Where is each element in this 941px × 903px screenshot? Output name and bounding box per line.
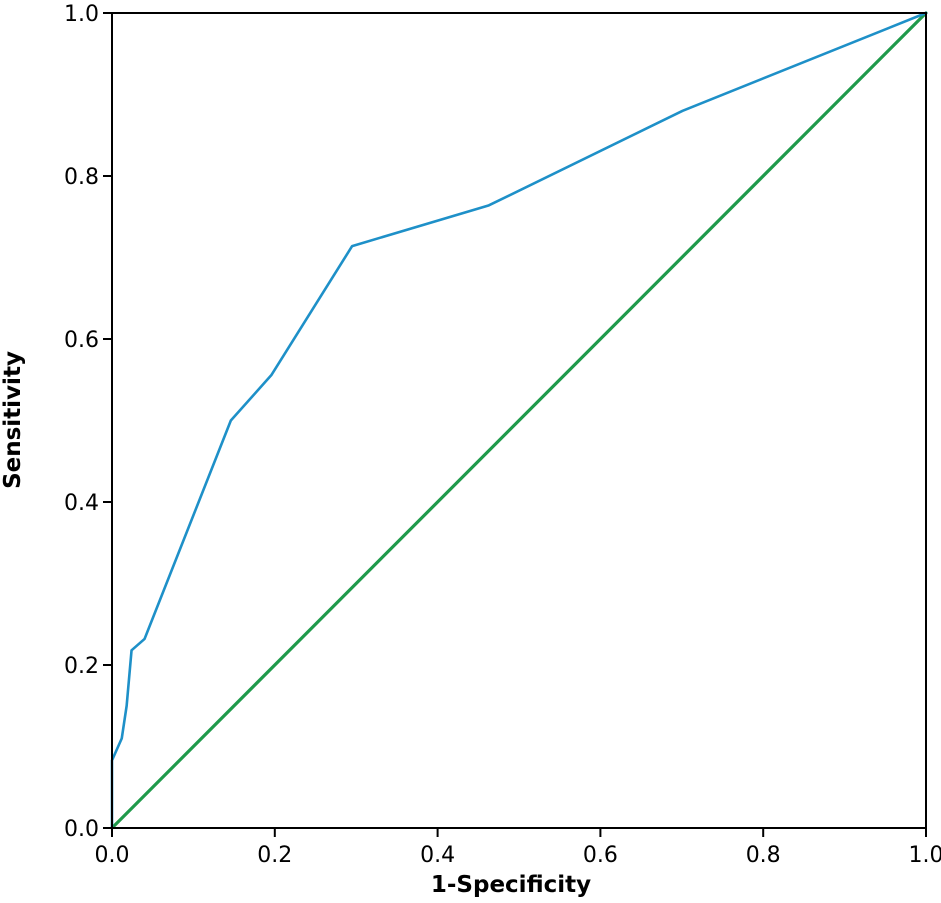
x-tick-label: 0.4	[420, 843, 455, 868]
y-axis-title: Sensitivity	[0, 351, 26, 489]
y-tick-label: 0.4	[64, 491, 99, 516]
x-axis-title: 1-Specificity	[431, 872, 591, 898]
y-tick-label: 0.2	[64, 654, 99, 679]
reference-line-line	[112, 13, 926, 828]
x-tick-label: 1.0	[909, 843, 941, 868]
plot-area	[112, 13, 926, 828]
x-tick-label: 0.6	[583, 843, 618, 868]
x-tick-label: 0.0	[95, 843, 130, 868]
y-tick-label: 0.6	[64, 328, 99, 353]
x-tick-label: 0.8	[746, 843, 781, 868]
y-tick-label: 1.0	[64, 2, 99, 27]
y-tick-label: 0.8	[64, 165, 99, 190]
x-tick-label: 0.2	[257, 843, 292, 868]
y-tick-label: 0.0	[64, 817, 99, 842]
